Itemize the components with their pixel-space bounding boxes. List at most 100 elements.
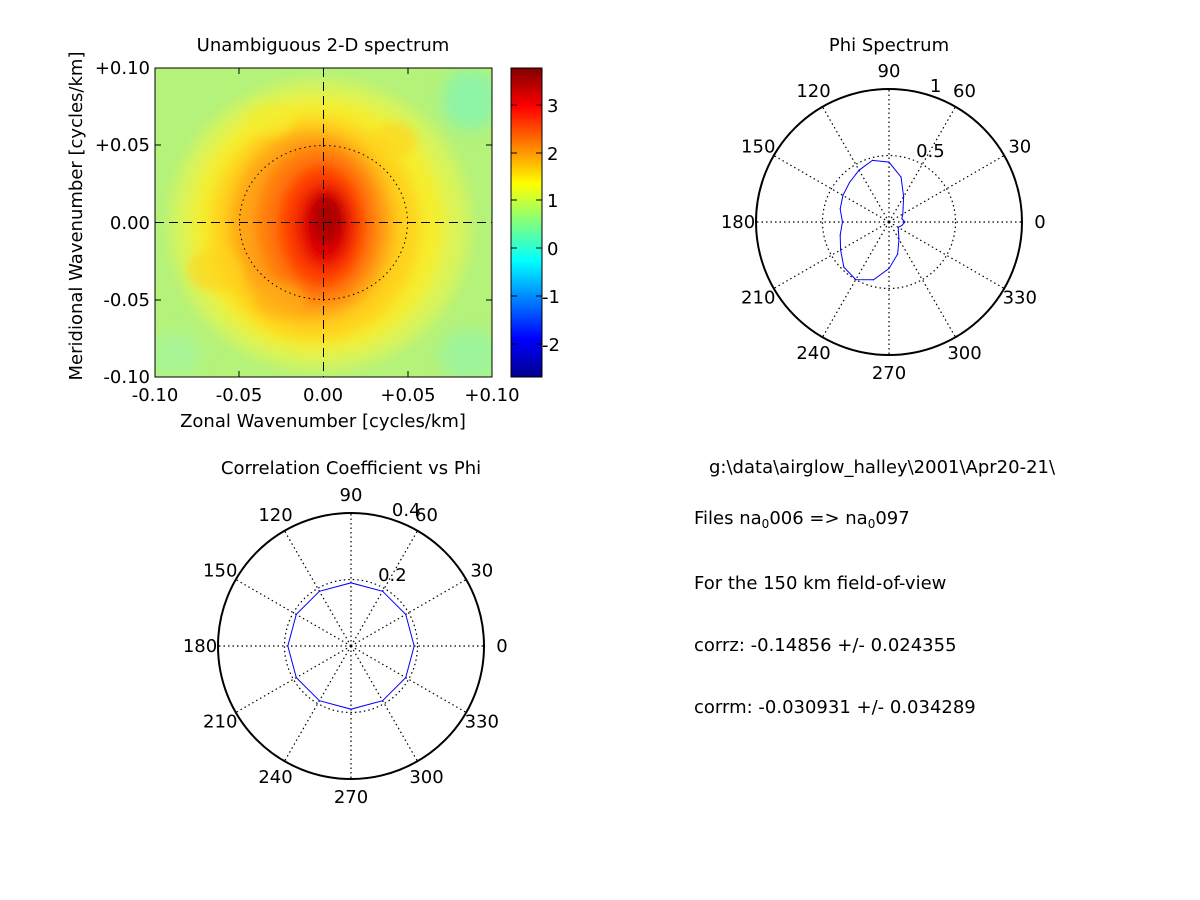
polar-spoke [235,645,352,714]
polar-angle-label: 150 [203,561,237,582]
heatmap-ytick: +0.05 [95,135,150,156]
heatmap-ylabel: Meridional Wavenumber [cycles/km] [66,52,87,381]
colorbar: 3 2 1 0 -1 -2 [510,67,560,378]
colorbar-tick: -2 [542,335,560,356]
colorbar-gradient [510,67,543,378]
polar-angle-label: 0 [1034,212,1045,233]
heatmap-frame [154,67,493,378]
polar-outer-circle [217,512,485,780]
phi-spectrum-polar: Phi Spectrum 0 30 60 90 120 150 180 210 240 270 30… [721,35,1046,384]
polar-angle-label: 330 [1003,288,1037,309]
polar-r-tick-label: 0.2 [378,565,407,586]
polar-series-point [900,176,902,178]
polar-angle-label: 270 [334,787,368,808]
colorbar-tick: -1 [542,287,560,308]
polar-series-point [318,700,321,702]
polar-series-point [903,196,905,198]
polar-angle-label: 120 [796,81,830,102]
colorbar-tick: 0 [547,239,558,260]
polar-series-point [898,238,900,240]
heatmap-xtick: +0.10 [464,385,519,406]
polar-angle-label: 60 [953,81,976,102]
polar-series-point [405,676,407,679]
polar-r-grid-circle [283,578,419,714]
polar-r-tick-label: 0.4 [392,500,421,521]
polar-angle-label: 0 [496,636,507,657]
heatmap-ytick: -0.10 [103,367,150,388]
heatmap-ytick: -0.05 [103,290,150,311]
polar-series-point [843,266,845,268]
polar-series-point [350,708,352,710]
colorbar-tick: 3 [547,96,558,117]
polar-series-line [839,159,906,281]
polar-series-point [839,208,841,210]
files-mid: 006 => na [769,508,868,529]
polar-series-point [381,700,384,702]
polar-spoke [888,154,1005,223]
polar-series-point [350,582,352,584]
heatmap-image [155,68,492,377]
polar-spoke [350,645,419,762]
colorbar-tick: 1 [547,191,558,212]
info-files: Files na0006 => na0097 [694,508,910,531]
polar-series-point [901,224,903,227]
correlation-polar: Correlation Coefficient vs Phi 0 30 60 90 12… [183,458,508,808]
heatmap-tick-marks [155,68,492,377]
polar-spoke [350,578,467,647]
polar-series-point [888,267,890,270]
phi-spectrum-title: Phi Spectrum [829,35,949,56]
polar-series-point [295,613,297,616]
polar-spoke [821,106,890,223]
polar-series-point [902,213,904,215]
files-sub2: 0 [867,517,876,531]
polar-series-point [897,253,899,255]
files-end: 097 [875,508,910,529]
heatmap-xtick: -0.10 [132,385,179,406]
polar-angle-label: 330 [465,712,499,733]
polar-series-point [888,161,890,163]
files-sub1: 0 [761,517,770,531]
polar-series-point [858,169,860,171]
heatmap-xtick: -0.05 [216,385,263,406]
polar-angle-label: 240 [258,767,292,788]
info-fov: For the 150 km field-of-view [694,573,947,594]
info-path: g:\data\airglow_halley\2001\Apr20-21\ [709,457,1056,478]
polar-series-point [902,207,904,209]
polar-series-point [842,194,844,196]
polar-angle-label: 210 [741,288,775,309]
polar-series-point [848,181,851,184]
polar-r-tick-label: 1 [930,76,941,97]
heatmap-title: Unambiguous 2-D spectrum [197,35,450,56]
heatmap-panel: Unambiguous 2-D spectrum [66,35,520,432]
polar-angle-label: 90 [340,485,363,506]
polar-series-point [872,279,875,281]
polar-series-point [841,221,844,223]
polar-angle-label: 210 [203,712,237,733]
polar-angle-label: 300 [947,343,981,364]
correlation-title: Correlation Coefficient vs Phi [221,458,481,479]
polar-angle-label: 180 [183,636,217,657]
polar-series-point [381,590,384,592]
polar-spoke [773,221,890,290]
polar-spoke [283,530,352,647]
polar-series-point [840,249,842,251]
polar-series-point [897,230,900,233]
polar-angle-label: 30 [470,561,493,582]
polar-angle-label: 300 [409,767,443,788]
polar-angle-label: 60 [415,505,438,526]
polar-series-point [295,676,297,679]
polar-series-point [901,217,903,220]
polar-r-tick-label: 0.5 [916,141,945,162]
polar-spoke [283,645,352,762]
heatmap-xtick: +0.05 [380,385,435,406]
colorbar-tick: 2 [547,144,558,165]
polar-angle-label: 30 [1008,137,1031,158]
info-corrm: corrm: -0.030931 +/- 0.034289 [694,697,976,718]
heatmap-xtick: 0.00 [303,385,343,406]
polar-series-point [897,226,899,228]
info-corrz: corrz: -0.14856 +/- 0.024355 [694,635,957,656]
polar-series-point [839,234,841,236]
polar-series-point [318,590,321,592]
polar-angle-label: 240 [796,343,830,364]
